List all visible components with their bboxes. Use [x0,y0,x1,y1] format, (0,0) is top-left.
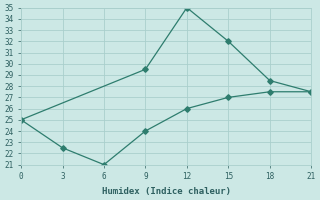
X-axis label: Humidex (Indice chaleur): Humidex (Indice chaleur) [102,187,231,196]
